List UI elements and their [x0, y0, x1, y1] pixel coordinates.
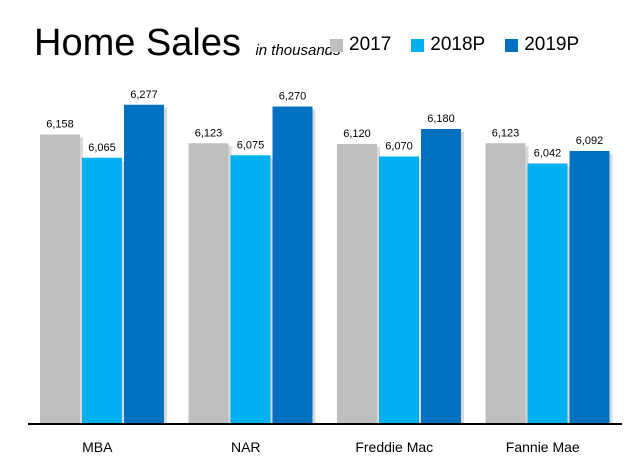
- data-label: 6,092: [576, 135, 604, 147]
- data-label: 6,042: [534, 148, 562, 160]
- legend-label: 2017: [349, 34, 392, 55]
- legend-item-2018p: 2018P: [411, 34, 485, 56]
- bar: [82, 157, 122, 424]
- data-label: 6,070: [385, 141, 413, 153]
- data-label: 6,120: [343, 128, 371, 140]
- chart-subtitle: in thousands: [255, 42, 341, 59]
- bar: [485, 143, 526, 424]
- data-label: 6,180: [427, 113, 455, 125]
- data-label: 6,065: [88, 142, 116, 154]
- data-label: 6,277: [130, 89, 158, 101]
- legend-item-2017: 2017: [330, 34, 391, 56]
- legend-item-2019p: 2019P: [505, 34, 579, 56]
- legend-label: 2019P: [524, 34, 580, 55]
- category-label: Freddie Mac: [355, 439, 433, 455]
- bar: [124, 104, 164, 424]
- chart-title: Home Sales: [34, 22, 241, 64]
- legend: 2017 2018P 2019P: [330, 34, 579, 56]
- legend-swatch: [330, 38, 343, 52]
- data-label: 6,270: [279, 91, 307, 103]
- bar: [188, 143, 229, 424]
- bar: [379, 156, 419, 424]
- data-label: 6,075: [237, 139, 265, 151]
- bar: [337, 144, 377, 424]
- bar: [230, 155, 271, 424]
- category-label: MBA: [82, 439, 113, 455]
- legend-swatch: [505, 38, 519, 52]
- category-label: Fannie Mae: [506, 439, 580, 455]
- category-label: NAR: [231, 439, 261, 455]
- bar: [40, 134, 80, 424]
- legend-label: 2018P: [430, 34, 486, 55]
- data-label: 6,123: [195, 127, 223, 139]
- data-label: 6,158: [46, 119, 74, 131]
- bar: [527, 163, 568, 424]
- title-block: Home Sales in thousands: [34, 22, 341, 74]
- legend-swatch: [411, 38, 425, 52]
- bar: [569, 151, 610, 424]
- bar: [421, 129, 461, 424]
- bar: [272, 106, 313, 424]
- data-label: 6,123: [492, 127, 520, 139]
